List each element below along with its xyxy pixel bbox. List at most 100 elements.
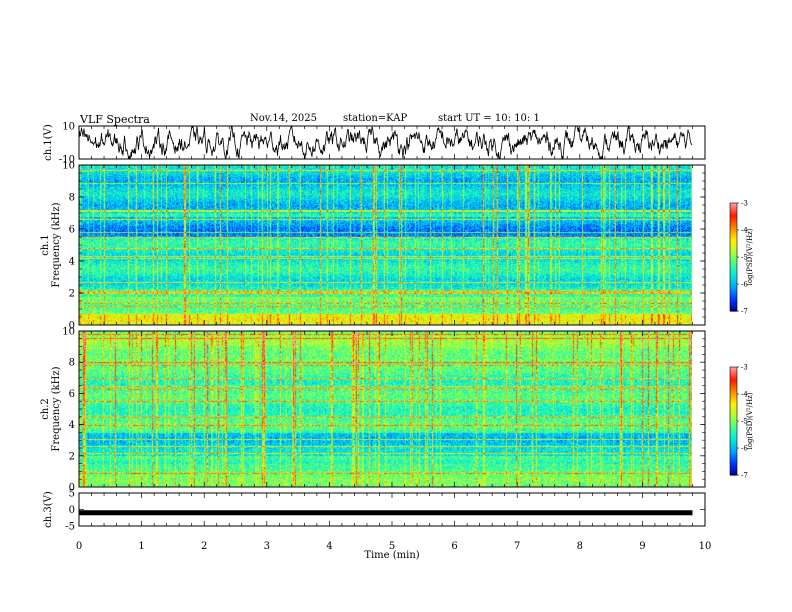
ch1_spectrogram-colorbar-cell: [730, 253, 737, 256]
ch2_spectrogram-colorbar-cell: [730, 377, 737, 381]
ch1_spectrogram-colorbar-cell: [730, 271, 737, 274]
ch1-ylabel: ch.1(V): [43, 124, 54, 161]
ch2-channel-label: ch.2: [40, 398, 51, 420]
ch1_spectrogram-colorbar-cell: [730, 305, 737, 308]
ch2_spectrogram-colorbar-cell: [730, 457, 737, 460]
ch2_spectrogram-colorbar-cell: [730, 426, 737, 429]
chart-title: VLF Spectra: [80, 113, 150, 126]
y-tick-label: 4: [69, 257, 75, 268]
ch1_spectrogram-colorbar-cell: [730, 302, 737, 305]
ch2_spectrogram-heatmap-image: [79, 331, 692, 487]
ch1_spectrogram-colorbar-cell: [730, 260, 737, 263]
x-tick-label: 3: [264, 541, 270, 552]
x-tick-label: 6: [451, 541, 457, 552]
colorbar-tick-label: -7: [741, 308, 748, 316]
start-time-label: start UT = 10: 10: 1: [438, 113, 540, 124]
ch2_spectrogram-colorbar-cell: [730, 413, 737, 417]
ch1_spectrogram-colorbar-cell: [730, 210, 737, 213]
ch1_spectrogram-colorbar-cell: [730, 266, 737, 269]
ch1_spectrogram-colorbar-cell: [730, 275, 737, 278]
ch2_spectrogram-colorbar-cell: [730, 385, 737, 388]
ch1_spectrogram-colorbar-cell: [730, 298, 737, 301]
x-tick-label: 2: [201, 541, 207, 552]
ch1_spectrogram-colorbar-cell: [730, 235, 737, 238]
ch2_spectrogram-colorbar-cell: [730, 473, 737, 476]
x-axis-label: Time (min): [364, 550, 419, 561]
station-label: station=KAP: [343, 113, 408, 124]
ch1_spectrogram-colorbar-cell: [730, 293, 737, 296]
y-tick-label: 6: [69, 225, 75, 236]
ch2_spectrogram-colorbar-cell: [730, 376, 737, 379]
y-tick-label: 6: [69, 389, 75, 400]
ch1_spectrogram-colorbar-cell: [730, 208, 737, 211]
ch2_spectrogram-colorbar-cell: [730, 458, 737, 462]
ch2_spectrogram-colorbar-cell: [730, 404, 737, 408]
date-label: Nov.14, 2025: [250, 113, 317, 124]
ch1_spectrogram-colorbar-cell: [730, 226, 737, 229]
ch2_spectrogram-colorbar-cell: [730, 467, 737, 471]
ch1_spectrogram-colorbar-cell: [730, 217, 737, 220]
ch2_spectrogram-colorbar-cell: [730, 471, 737, 474]
ch2_spectrogram-colorbar-cell: [730, 424, 737, 427]
ch2_spectrogram-colorbar-cell: [730, 406, 737, 409]
ch1_spectrogram-colorbar-cell: [730, 240, 737, 244]
ch1_spectrogram-colorbar-cell: [730, 285, 737, 289]
ch1_spectrogram-colorbar-cell: [730, 273, 737, 276]
ch1_spectrogram-colorbar-cell: [730, 258, 737, 262]
y-tick-label: 10: [62, 122, 75, 133]
ch1_spectrogram-colorbar-cell: [730, 213, 737, 217]
ch2_spectrogram-colorbar-cell: [730, 401, 737, 404]
ch1_spectrogram-colorbar-cell: [730, 248, 737, 251]
ch2_spectrogram-colorbar-cell: [730, 462, 737, 465]
colorbar-tick-label: -3: [741, 364, 748, 372]
ch1_spectrogram-colorbar-cell: [730, 233, 737, 236]
ch2_spectrogram-colorbar-cell: [730, 446, 737, 449]
ch2_spectrogram-colorbar-cell: [730, 370, 737, 373]
ch1_spectrogram-colorbar-cell: [730, 289, 737, 292]
ch2_spectrogram-colorbar-cell: [730, 368, 737, 372]
ch2_spectrogram-colorbar-label: log(PSD)(V²/Hz): [746, 392, 754, 449]
ch1-waveform-line: [78, 124, 693, 160]
colorbar-tick-label: -7: [741, 472, 748, 480]
ch2_spectrogram-colorbar-cell: [730, 395, 737, 399]
colorbar-tick-label: -4: [741, 227, 748, 235]
ch2_spectrogram-colorbar-cell: [730, 399, 737, 402]
ch2_spectrogram-colorbar-cell: [730, 410, 737, 413]
ch2_spectrogram-colorbar-cell: [730, 415, 737, 418]
y-tick-label: 0: [69, 321, 75, 332]
ch2_spectrogram-colorbar-cell: [730, 431, 737, 435]
y-tick-label: 8: [69, 358, 75, 369]
ch1_spectrogram-colorbar-cell: [730, 244, 737, 247]
ch2_spectrogram-colorbar-cell: [730, 428, 737, 431]
ch1_spectrogram-colorbar-cell: [730, 294, 737, 298]
ch2_spectrogram-colorbar-cell: [730, 421, 737, 424]
ch2_spectrogram-colorbar-cell: [730, 397, 737, 400]
ch1_spectrogram-colorbar-label: log(PSD)(V²/Hz): [746, 228, 754, 285]
ch2_spectrogram-colorbar-cell: [730, 439, 737, 442]
y-tick-label: 10: [62, 327, 75, 338]
x-tick-label: 10: [699, 541, 712, 552]
ch1_spectrogram-colorbar-cell: [730, 219, 737, 222]
ch2_spectrogram-colorbar-cell: [730, 455, 737, 458]
ch1_spectrogram-colorbar-cell: [730, 206, 737, 209]
ch2_spectrogram-colorbar-cell: [730, 379, 737, 382]
ch2_spectrogram-colorbar-cell: [730, 394, 737, 397]
ch1_spectrogram-colorbar-cell: [730, 204, 737, 208]
y-tick-label: 5: [69, 489, 75, 500]
ch1_spectrogram-colorbar-cell: [730, 212, 737, 215]
ch1_spectrogram-colorbar-cell: [730, 215, 737, 218]
ch1_spectrogram-heatmap-image: [79, 165, 692, 325]
ch2_spectrogram-colorbar-cell: [730, 435, 737, 438]
ch2_spectrogram-colorbar-cell: [730, 367, 737, 370]
ch2_spectrogram-colorbar-cell: [730, 464, 737, 467]
y-tick-label: -5: [65, 522, 75, 533]
ch2_spectrogram-colorbar-cell: [730, 383, 737, 386]
x-tick-label: 1: [138, 541, 144, 552]
ch1_spectrogram-colorbar-cell: [730, 257, 737, 260]
y-tick-label: 4: [69, 420, 75, 431]
ch1_spectrogram-colorbar-cell: [730, 269, 737, 272]
ch1_spectrogram-colorbar-cell: [730, 262, 737, 265]
ch2_spectrogram-colorbar-cell: [730, 430, 737, 433]
ch2_spectrogram-colorbar-cell: [730, 466, 737, 469]
